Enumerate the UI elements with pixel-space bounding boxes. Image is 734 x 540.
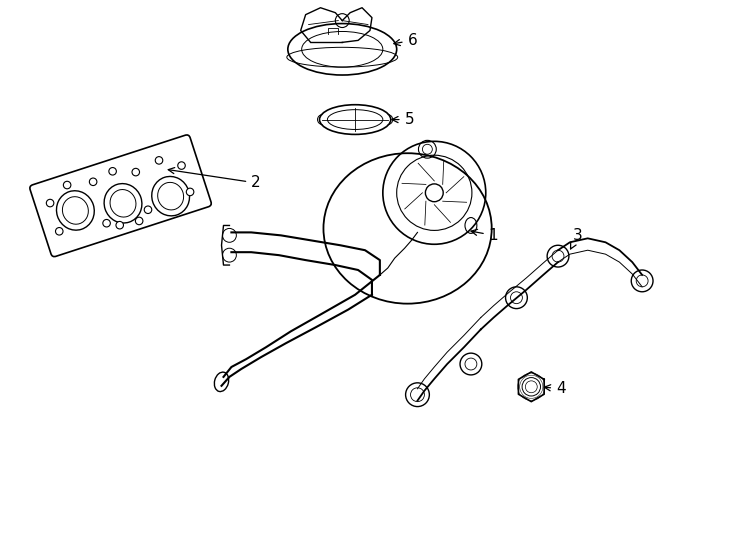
Circle shape [46, 199, 54, 207]
Text: 3: 3 [570, 228, 583, 249]
Circle shape [63, 181, 71, 189]
Text: 2: 2 [168, 167, 261, 191]
Circle shape [145, 206, 152, 213]
Circle shape [135, 217, 143, 225]
Circle shape [186, 188, 194, 195]
Circle shape [90, 178, 97, 186]
Text: 4: 4 [545, 381, 566, 396]
Circle shape [116, 221, 123, 229]
Circle shape [56, 227, 63, 235]
Circle shape [178, 162, 185, 170]
Circle shape [132, 168, 139, 176]
Text: 5: 5 [392, 112, 414, 127]
Text: 1: 1 [471, 228, 498, 243]
Text: 6: 6 [394, 33, 418, 48]
Circle shape [109, 167, 117, 175]
Circle shape [103, 219, 110, 227]
Circle shape [156, 157, 163, 164]
